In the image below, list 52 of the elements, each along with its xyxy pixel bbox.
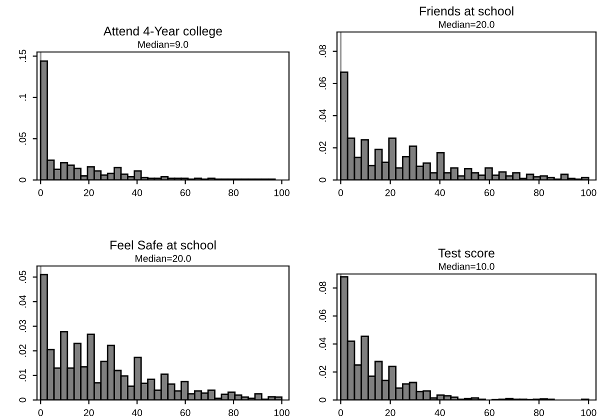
- y-tick-label: .1: [19, 94, 26, 101]
- x-tick-label: 60: [180, 189, 190, 196]
- chart-title: Attend 4-Year college: [103, 26, 222, 38]
- y-tick-label: .08: [319, 282, 326, 294]
- y-tick-label: .04: [319, 109, 326, 122]
- x-tick-label: 0: [338, 409, 344, 416]
- x-tick-label: 20: [385, 409, 396, 416]
- y-tick-label: .08: [319, 44, 326, 58]
- chart-subtitle: Median=20.0: [439, 20, 494, 28]
- y-tick-label: 0: [19, 178, 26, 182]
- x-tick-label: 20: [385, 189, 396, 196]
- x-tick-label: 80: [534, 409, 544, 416]
- y-tick-label: .06: [319, 310, 326, 322]
- x-tick-label: 100: [274, 409, 290, 416]
- y-tick-label: .05: [19, 132, 26, 145]
- x-tick-label: 40: [132, 189, 142, 196]
- chart-subtitle: Median=20.0: [136, 254, 191, 262]
- chart-subtitle: Median=10.0: [439, 262, 494, 270]
- chart-subtitle: Median=9.0: [138, 40, 188, 48]
- y-tick-label: .05: [19, 270, 26, 283]
- chart-title: Feel Safe at school: [110, 240, 216, 250]
- chart-title: Friends at school: [420, 6, 514, 16]
- x-tick-label: 60: [180, 409, 190, 416]
- y-tick-label: .03: [19, 320, 26, 332]
- x-tick-label: 40: [132, 409, 142, 416]
- y-tick-label: 0: [19, 398, 26, 402]
- y-tick-label: .02: [319, 142, 326, 154]
- chart-title: Test score: [438, 248, 494, 258]
- x-tick-label: 80: [228, 409, 239, 416]
- y-tick-label: 0: [319, 398, 326, 402]
- x-tick-label: 100: [581, 409, 596, 416]
- y-tick-label: .04: [19, 295, 26, 308]
- y-tick-label: .15: [19, 50, 26, 62]
- x-tick-label: 60: [484, 409, 494, 416]
- x-tick-label: 0: [338, 189, 344, 196]
- x-tick-label: 40: [434, 189, 445, 196]
- x-tick-label: 0: [38, 189, 43, 196]
- x-tick-label: 100: [274, 189, 290, 196]
- x-tick-label: 20: [84, 409, 94, 416]
- y-tick-label: .02: [19, 344, 26, 357]
- y-tick-label: .06: [319, 77, 326, 90]
- y-tick-label: .04: [319, 338, 326, 350]
- y-tick-label: .02: [319, 366, 326, 378]
- x-tick-label: 80: [228, 189, 239, 196]
- x-tick-label: 0: [38, 409, 43, 416]
- x-tick-label: 40: [434, 409, 445, 416]
- x-tick-label: 100: [581, 189, 596, 196]
- x-tick-label: 80: [534, 189, 544, 196]
- y-tick-label: 0: [319, 178, 326, 182]
- x-tick-label: 20: [84, 189, 94, 196]
- y-tick-label: .01: [19, 369, 26, 382]
- x-tick-label: 60: [484, 189, 494, 196]
